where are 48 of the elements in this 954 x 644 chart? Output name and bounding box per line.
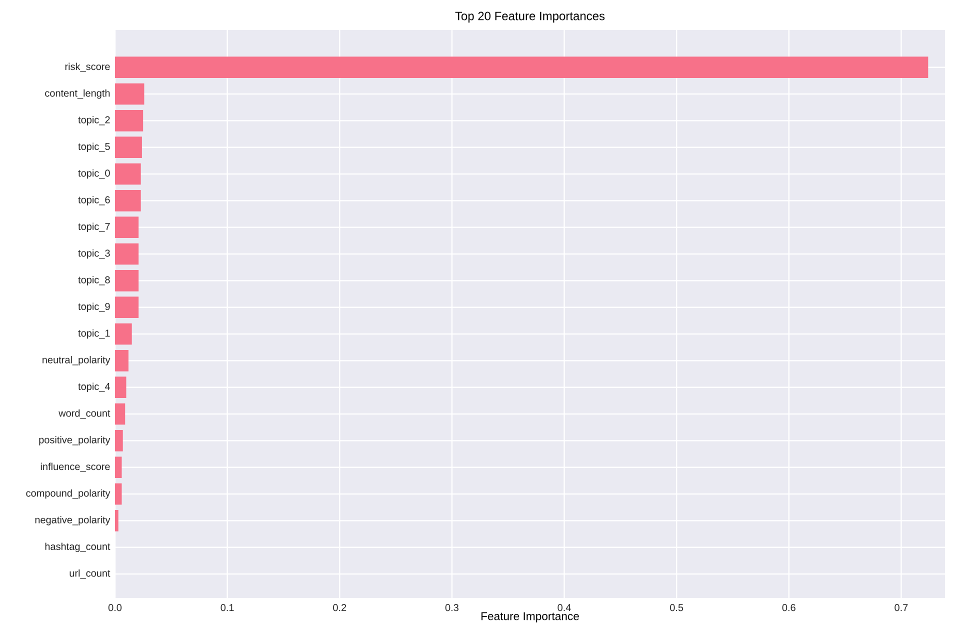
- bar: [115, 136, 142, 158]
- y-tick-label: topic_3: [78, 249, 110, 259]
- x-tick-label: 0.2: [333, 604, 346, 612]
- y-tick-label: topic_9: [78, 302, 110, 312]
- y-tick-label: topic_6: [78, 196, 110, 206]
- x-tick-label: 0.4: [558, 604, 571, 612]
- y-tick-label: url_count: [70, 569, 110, 579]
- bar: [115, 163, 141, 185]
- y-tick-label: topic_7: [78, 222, 110, 232]
- y-tick-label: topic_5: [78, 142, 110, 152]
- bar: [115, 403, 126, 425]
- bar: [115, 350, 128, 372]
- x-tick-label: 0.3: [445, 604, 458, 612]
- bar: [115, 510, 118, 532]
- bar: [115, 456, 122, 478]
- bar: [115, 56, 928, 78]
- y-tick-label: topic_4: [78, 382, 110, 392]
- x-tick-label: 0.6: [782, 604, 796, 612]
- y-tick-label: neutral_polarity: [42, 356, 110, 366]
- x-axis-title: Feature Importance: [481, 612, 579, 622]
- bar: [115, 216, 139, 238]
- x-tick-label: 0.0: [108, 604, 122, 612]
- y-tick-label: word_count: [58, 409, 110, 419]
- y-tick-label: positive_polarity: [39, 436, 110, 446]
- y-tick-label: topic_2: [78, 116, 110, 126]
- bar: [115, 83, 144, 105]
- bar: [115, 190, 141, 212]
- bar: [115, 483, 122, 505]
- x-tick-label: 0.7: [894, 604, 908, 612]
- bar: [115, 323, 132, 345]
- y-tick-label: topic_8: [78, 276, 110, 286]
- y-tick-label: hashtag_count: [45, 542, 110, 552]
- x-tick-label: 0.1: [220, 604, 234, 612]
- bar: [115, 296, 139, 318]
- bar: [115, 376, 126, 398]
- y-tick-label: influence_score: [40, 462, 110, 472]
- bar: [115, 110, 144, 132]
- chart-title: Top 20 Feature Importances: [455, 12, 605, 23]
- y-tick-label: compound_polarity: [26, 489, 110, 499]
- y-tick-label: content_length: [45, 89, 110, 99]
- y-tick-label: risk_score: [65, 62, 110, 72]
- x-tick-label: 0.5: [670, 604, 684, 612]
- y-tick-label: topic_1: [78, 329, 110, 339]
- y-tick-label: topic_0: [78, 169, 110, 179]
- bar: [115, 243, 139, 265]
- bar: [115, 430, 123, 452]
- bar: [115, 270, 139, 292]
- y-tick-label: negative_polarity: [35, 516, 110, 526]
